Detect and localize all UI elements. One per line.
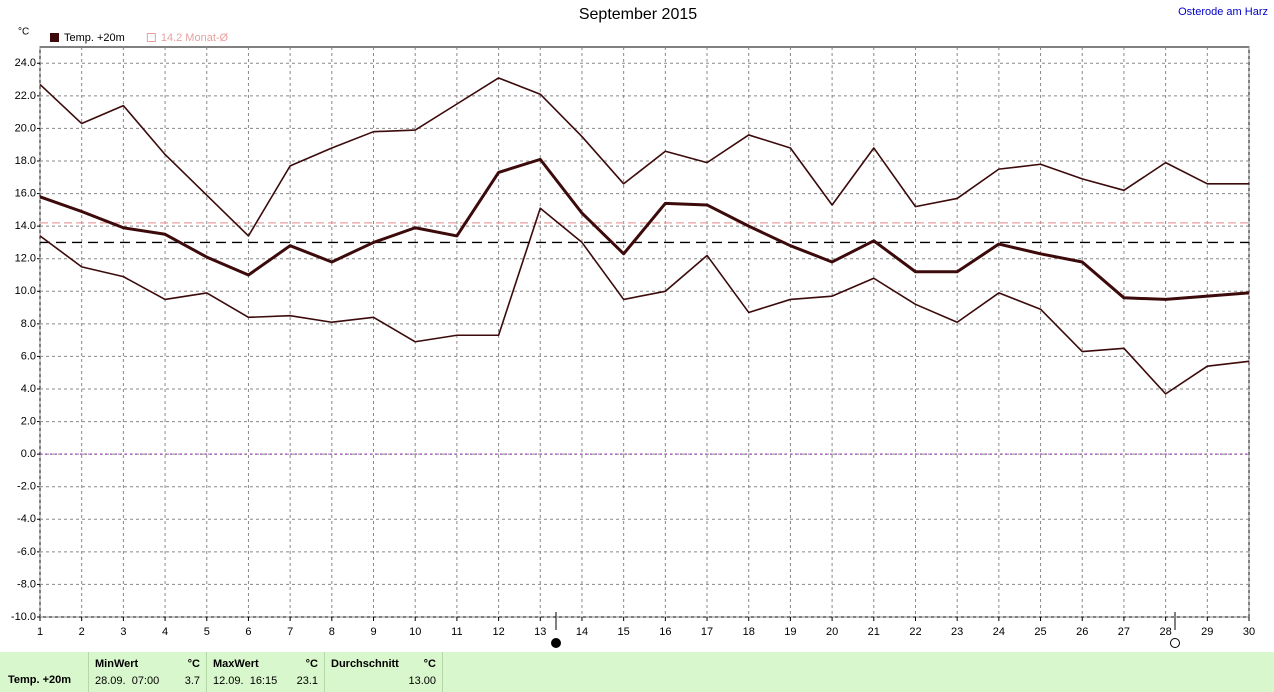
legend-swatch (50, 33, 59, 42)
y-tick-label: 0.0 (21, 448, 36, 460)
min-value: 3.7 (184, 675, 200, 687)
y-tick-label: 22.0 (15, 90, 36, 102)
x-tick-label: 24 (993, 626, 1005, 638)
y-tick-label: 24.0 (15, 57, 36, 69)
x-tick-label: 3 (120, 626, 126, 638)
x-tick-label: 4 (162, 626, 168, 638)
max-time: 12.09. 16:15 (213, 675, 278, 687)
x-tick-label: 20 (826, 626, 838, 638)
location: Osterode am Harz (1178, 6, 1268, 18)
x-tick-label: 6 (245, 626, 251, 638)
y-tick-label: -2.0 (17, 481, 36, 493)
avg-title: Durchschnitt (331, 658, 399, 670)
x-tick-label: 29 (1201, 626, 1213, 638)
x-tick-label: 9 (370, 626, 376, 638)
y-tick-label: 18.0 (15, 155, 36, 167)
x-tick-label: 19 (784, 626, 796, 638)
avg-value: 13.00 (408, 675, 436, 687)
y-tick-label: 4.0 (21, 383, 36, 395)
plot-frame (39, 46, 1250, 618)
avg-unit: °C (423, 658, 436, 670)
x-tick-label: 16 (659, 626, 671, 638)
y-tick-label: 10.0 (15, 285, 36, 297)
x-tick-label: 2 (79, 626, 85, 638)
y-tick-label: 16.0 (15, 187, 36, 199)
x-tick-label: 17 (701, 626, 713, 638)
series-line (39, 207, 1250, 395)
x-tick-label: 25 (1034, 626, 1046, 638)
x-tick-label: 28 (1159, 626, 1171, 638)
y-tick-label: -8.0 (17, 578, 36, 590)
x-tick-label: 12 (492, 626, 504, 638)
x-tick-label: 13 (534, 626, 546, 638)
x-tick-label: 7 (287, 626, 293, 638)
legend-label: Temp. +20m (64, 32, 125, 44)
max-title: MaxWert (213, 658, 259, 670)
y-tick-label: -4.0 (17, 513, 36, 525)
max-value: 23.1 (296, 675, 318, 687)
x-tick-label: 22 (909, 626, 921, 638)
x-tick-label: 23 (951, 626, 963, 638)
x-tick-label: 26 (1076, 626, 1088, 638)
max-unit: °C (305, 658, 318, 670)
y-tick-label: -10.0 (11, 611, 36, 623)
min-time: 28.09. 07:00 (95, 675, 160, 687)
x-tick-label: 18 (743, 626, 755, 638)
footer: Temp. +20m MinWert °C 28.09. 07:00 3.7 M… (0, 652, 1274, 692)
x-tick-label: 10 (409, 626, 421, 638)
x-tick-label: 8 (329, 626, 335, 638)
y-tick-label: 2.0 (21, 415, 36, 427)
x-tick-label: 11 (451, 626, 462, 638)
footer-label: Temp. +20m (8, 674, 72, 686)
legend-swatch (146, 33, 156, 42)
y-tick-label: -6.0 (17, 546, 36, 558)
x-tick-label: 14 (576, 626, 588, 638)
new-moon (551, 638, 561, 648)
x-tick-label: 27 (1118, 626, 1130, 638)
x-tick-label: 21 (868, 626, 880, 638)
series-line (39, 77, 1249, 237)
min-title: MinWert (95, 658, 139, 670)
series-line (39, 157, 1250, 301)
x-tick-label: 5 (204, 626, 210, 638)
full-moon (1170, 638, 1180, 648)
y-tick-label: 20.0 (15, 122, 36, 134)
unit-label: °C (18, 27, 29, 38)
x-tick-label: 1 (37, 626, 43, 638)
x-tick-label: 30 (1243, 626, 1255, 638)
chart: September 2015 Osterode am Harz °C 24.02… (11, 6, 1268, 648)
y-tick-label: 14.0 (15, 220, 36, 232)
x-tick-label: 15 (618, 626, 630, 638)
y-tick-label: 8.0 (21, 318, 36, 330)
legend-label: 14.2 Monat-Ø (161, 32, 229, 44)
y-tick-label: 12.0 (15, 253, 36, 265)
chart-title: September 2015 (579, 6, 697, 23)
y-tick-label: 6.0 (21, 350, 36, 362)
min-unit: °C (187, 658, 200, 670)
